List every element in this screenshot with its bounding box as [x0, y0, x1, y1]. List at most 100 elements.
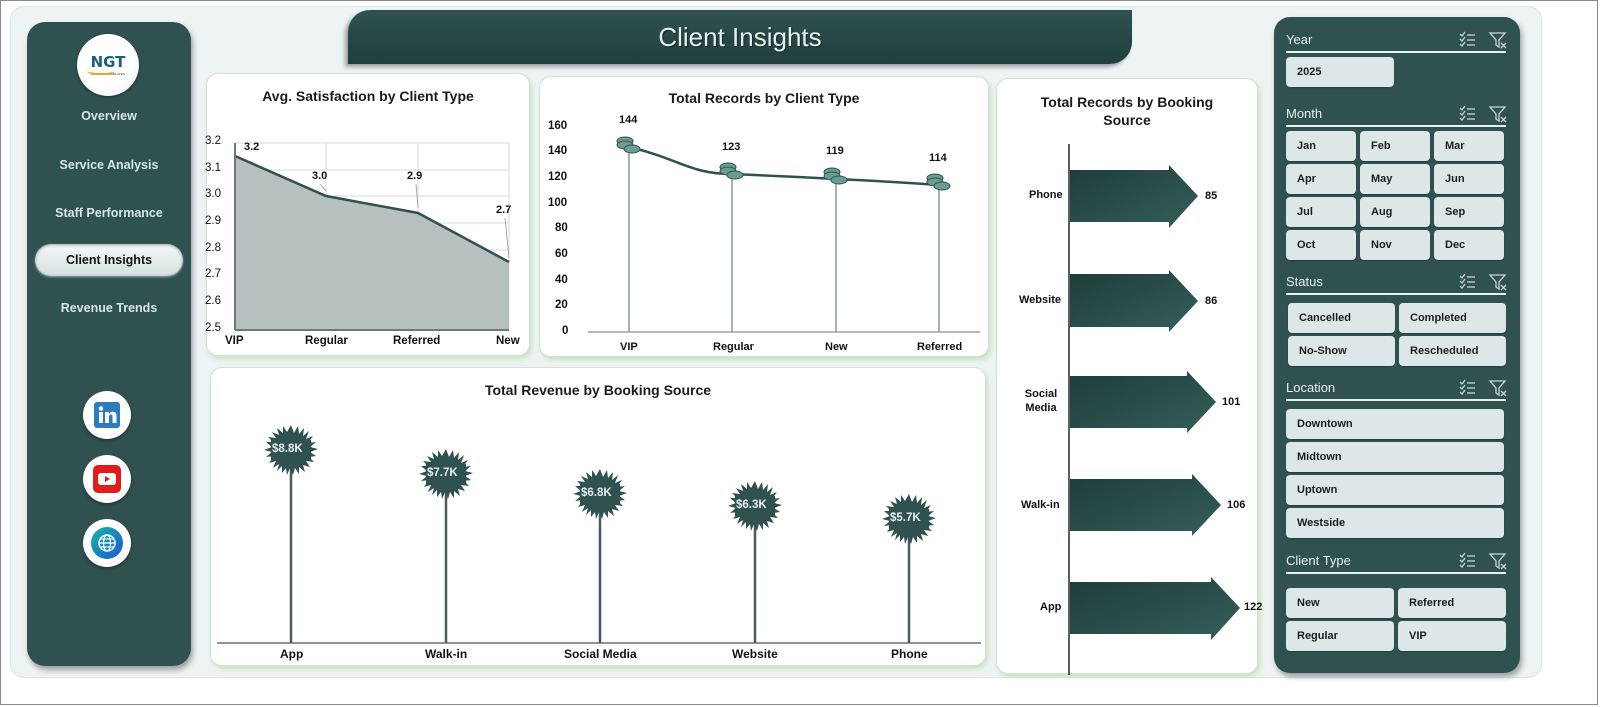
x-tick: Regular: [713, 341, 754, 353]
chart-avg-satisfaction[interactable]: Avg. Satisfaction by Client Type 3.2 3.1…: [205, 73, 530, 356]
y-tick: 2.7: [205, 268, 221, 280]
sidebar: NGT NEXT GEN TEMPLATES Overview Service …: [27, 22, 191, 666]
y-category: Website: [1019, 294, 1061, 306]
slicer-option-location[interactable]: Midtown: [1286, 442, 1504, 472]
nav-service-analysis[interactable]: Service Analysis: [59, 158, 159, 172]
slicer-option-status[interactable]: Cancelled: [1288, 303, 1395, 333]
y-tick: 2.9: [205, 215, 221, 227]
clear-filter-icon[interactable]: [1488, 272, 1508, 292]
y-tick: 120: [548, 171, 568, 183]
x-tick: Phone: [891, 647, 928, 661]
slicer-option-status[interactable]: Rescheduled: [1399, 336, 1506, 366]
slicer-option-client-type[interactable]: VIP: [1398, 621, 1506, 651]
arrow-bar-plot: [1068, 144, 1240, 675]
nav-revenue-trends[interactable]: Revenue Trends: [60, 301, 158, 315]
slicer-option-status[interactable]: No-Show: [1288, 336, 1395, 366]
linkedin-button[interactable]: [83, 391, 131, 439]
y-tick: 2.8: [205, 242, 221, 254]
x-tick: Referred: [917, 341, 963, 353]
slicer-option-location[interactable]: Downtown: [1286, 409, 1504, 439]
multi-select-icon[interactable]: [1458, 551, 1478, 571]
slicer-location-header: Location: [1286, 377, 1508, 401]
data-label: 101: [1222, 396, 1241, 408]
slicer-option-month[interactable]: Oct: [1286, 230, 1356, 260]
slicer-option-month[interactable]: Aug: [1360, 197, 1430, 227]
slicer-option-month[interactable]: May: [1360, 164, 1430, 194]
y-category: Walk-in: [1021, 499, 1060, 511]
slicer-title: Client Type: [1286, 553, 1351, 568]
x-tick: Website: [732, 647, 778, 661]
slicer-option-client-type[interactable]: Regular: [1286, 621, 1394, 651]
slicer-title: Status: [1286, 274, 1323, 289]
x-tick: New: [496, 335, 520, 347]
data-label: 2.7: [496, 204, 512, 216]
slicer-option-status[interactable]: Completed: [1399, 303, 1506, 333]
youtube-button[interactable]: [83, 455, 131, 503]
data-label: 122: [1244, 601, 1263, 613]
chart-records-booking-source[interactable]: Total Records by Booking Source Phone We…: [996, 78, 1262, 675]
youtube-icon: [93, 465, 121, 493]
slicer-title: Location: [1286, 380, 1336, 395]
data-label: 123: [722, 141, 741, 153]
line-chart-plot: [588, 136, 980, 333]
nav-staff-performance[interactable]: Staff Performance: [55, 206, 163, 220]
slicer-option-location[interactable]: Westside: [1286, 508, 1504, 538]
multi-select-icon[interactable]: [1458, 378, 1478, 398]
slicer-option-month[interactable]: Nov: [1360, 230, 1430, 260]
ngt-logo: NGT NEXT GEN TEMPLATES: [77, 34, 139, 96]
y-tick: 60: [555, 248, 568, 260]
linkedin-icon: [94, 402, 120, 428]
chart-title: Total Records by Booking Source: [1040, 94, 1214, 128]
data-label: $7.7K: [427, 467, 458, 479]
clear-filter-icon[interactable]: [1488, 30, 1508, 50]
y-tick: 3.2: [205, 135, 221, 147]
slicer-option-month[interactable]: Feb: [1360, 131, 1430, 161]
data-label: $8.8K: [272, 443, 303, 455]
clear-filter-icon[interactable]: [1488, 104, 1508, 124]
x-tick: Regular: [305, 335, 348, 347]
data-label: 2.9: [407, 170, 423, 182]
slicer-option-month[interactable]: Apr: [1286, 164, 1356, 194]
slicer-status-header: Status: [1286, 271, 1508, 295]
slicer-option-year[interactable]: 2025: [1286, 57, 1394, 87]
nav-client-insights[interactable]: Client Insights: [35, 244, 183, 276]
page-title: Client Insights: [658, 21, 822, 52]
chart-records-client-type[interactable]: Total Records by Client Type 160 140 120…: [539, 76, 989, 357]
slicer-option-month[interactable]: Sep: [1434, 197, 1504, 227]
chart-revenue-booking-source[interactable]: Total Revenue by Booking Source $8.8K $7…: [210, 367, 986, 666]
slicer-option-client-type[interactable]: Referred: [1398, 588, 1506, 618]
y-tick: 3.1: [205, 162, 221, 174]
multi-select-icon[interactable]: [1458, 272, 1478, 292]
logo-swoosh-icon: [87, 67, 115, 75]
slicer-option-month[interactable]: Mar: [1434, 131, 1504, 161]
y-tick: 20: [555, 299, 568, 311]
data-label: 85: [1205, 190, 1218, 202]
slicer-option-month[interactable]: Jun: [1434, 164, 1504, 194]
data-label: 106: [1227, 499, 1246, 511]
x-tick: Social Media: [564, 647, 637, 661]
y-tick: 3.0: [205, 188, 221, 200]
logo-text: NGT: [90, 52, 126, 71]
clear-filter-icon[interactable]: [1488, 378, 1508, 398]
y-category: Social Media: [1024, 388, 1058, 414]
slicer-option-month[interactable]: Jan: [1286, 131, 1356, 161]
y-tick: 160: [548, 120, 568, 132]
y-tick: 0: [562, 325, 569, 337]
y-tick: 80: [555, 222, 568, 234]
x-tick: Referred: [393, 335, 441, 347]
chart-title: Total Revenue by Booking Source: [484, 382, 712, 398]
chart-title: Avg. Satisfaction by Client Type: [262, 88, 474, 104]
website-button[interactable]: [83, 519, 131, 567]
slicer-option-month[interactable]: Dec: [1434, 230, 1504, 260]
slicer-option-location[interactable]: Uptown: [1286, 475, 1504, 505]
data-label: $6.8K: [581, 487, 612, 499]
clear-filter-icon[interactable]: [1488, 551, 1508, 571]
nav-overview[interactable]: Overview: [81, 109, 137, 123]
y-tick: 140: [548, 145, 568, 157]
y-tick: 40: [555, 274, 568, 286]
slicer-option-month[interactable]: Jul: [1286, 197, 1356, 227]
multi-select-icon[interactable]: [1458, 30, 1478, 50]
multi-select-icon[interactable]: [1458, 104, 1478, 124]
slicer-option-client-type[interactable]: New: [1286, 588, 1394, 618]
data-label: 119: [826, 145, 844, 157]
